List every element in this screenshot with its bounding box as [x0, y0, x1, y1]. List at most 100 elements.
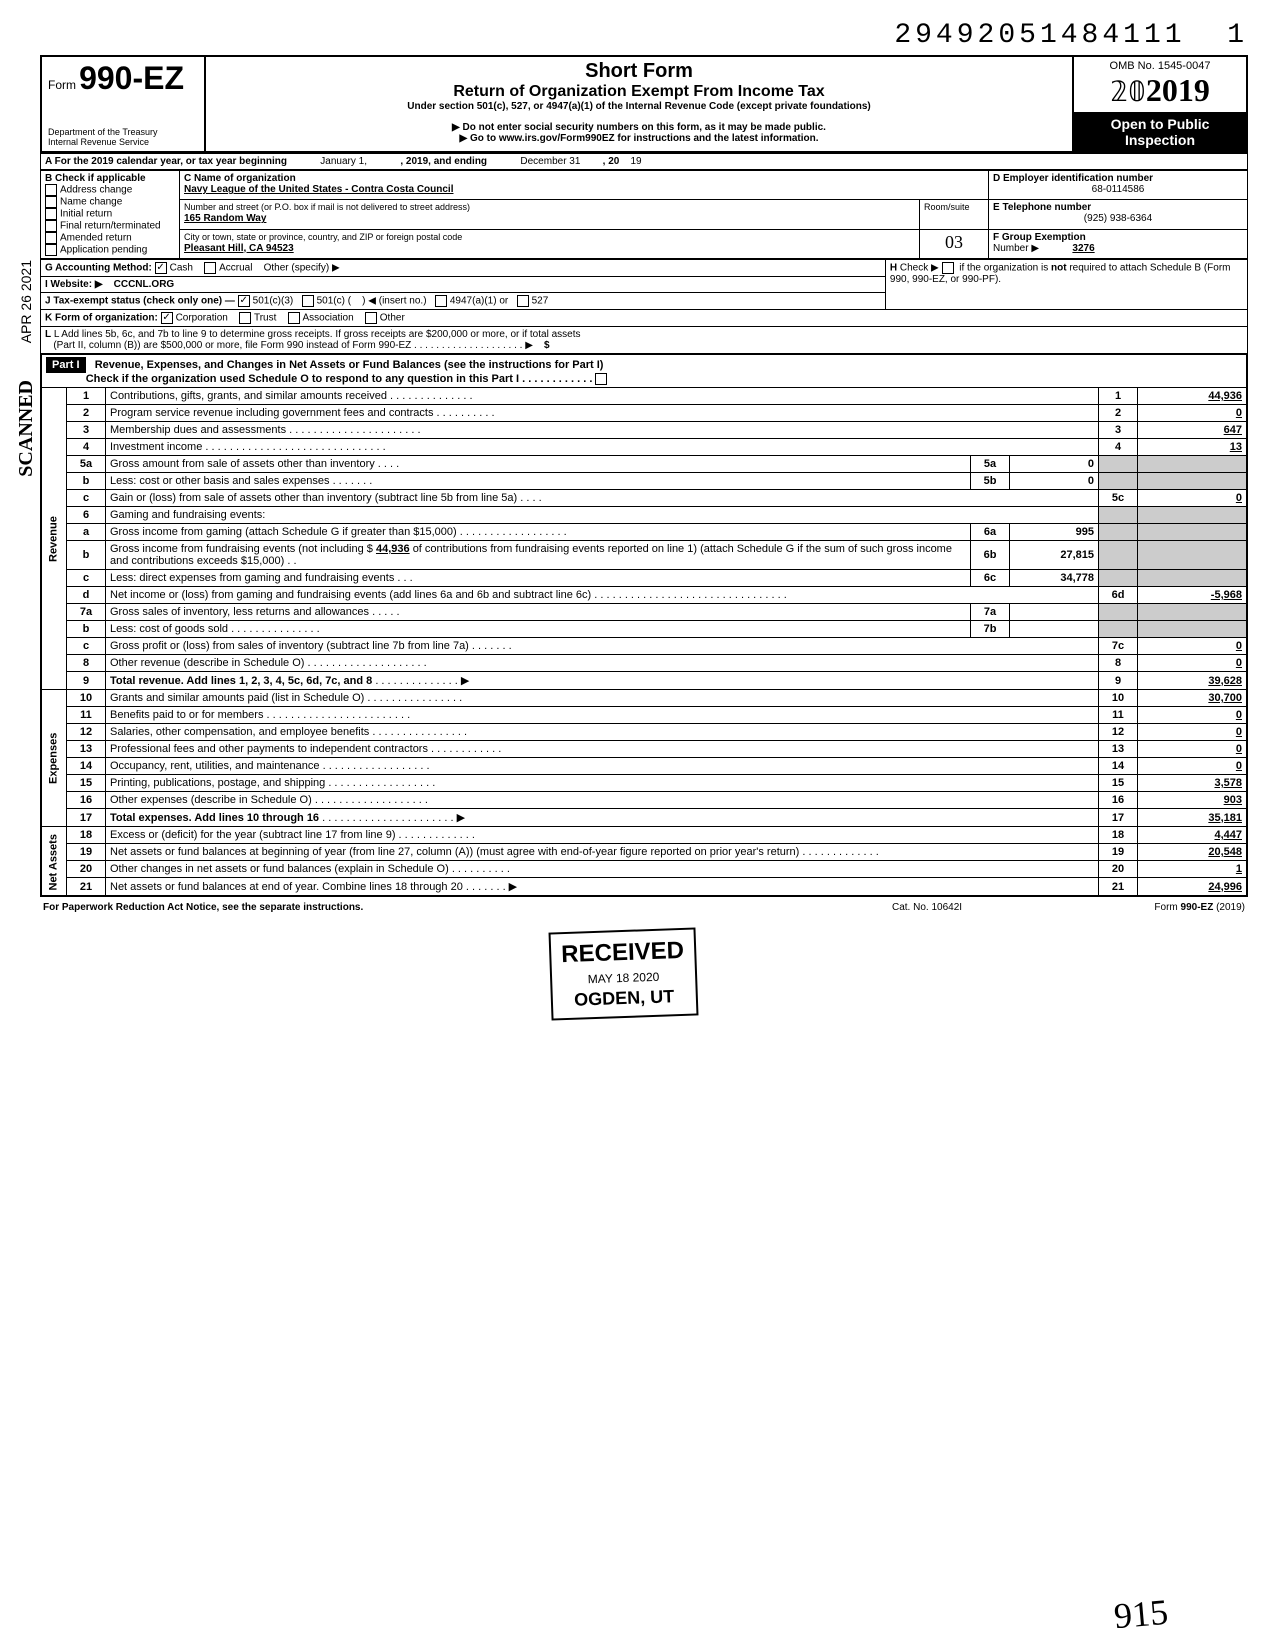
- open-to-public: Open to Public Inspection: [1073, 113, 1247, 153]
- box-d-label: D Employer identification number: [993, 173, 1153, 184]
- line-21-value: 24,996: [1138, 878, 1248, 897]
- line-1-no-r: 1: [1099, 388, 1138, 405]
- line-6-desc: Gaming and fundraising events:: [106, 507, 1099, 524]
- label-name-change: Name change: [60, 197, 122, 208]
- form-number: 990-EZ: [79, 60, 184, 96]
- line-a-row: A For the 2019 calendar year, or tax yea…: [40, 153, 1248, 170]
- checkbox-501c[interactable]: [302, 295, 314, 307]
- checkbox-527[interactable]: [517, 295, 529, 307]
- website-value: CCCNL.ORG: [114, 279, 175, 290]
- line-10-desc: Grants and similar amounts paid (list in…: [110, 692, 364, 704]
- label-501c: 501(c) (: [317, 296, 351, 307]
- label-other-org: Other: [380, 313, 405, 324]
- line-7c-desc: Gross profit or (loss) from sales of inv…: [110, 640, 469, 652]
- form-header: Form 990-EZ Department of the Treasury I…: [40, 55, 1248, 153]
- line-8-desc: Other revenue (describe in Schedule O): [110, 657, 304, 669]
- line-8-value: 0: [1138, 655, 1248, 672]
- line-17-desc: Total expenses. Add lines 10 through 16: [110, 812, 319, 824]
- line-15-desc: Printing, publications, postage, and shi…: [110, 777, 325, 789]
- checkbox-assoc[interactable]: [288, 312, 300, 324]
- label-pending: Application pending: [60, 245, 147, 256]
- footer-row: For Paperwork Reduction Act Notice, see …: [40, 899, 1248, 916]
- box-f-label2: Number ▶: [993, 243, 1039, 254]
- line-7a-desc: Gross sales of inventory, less returns a…: [110, 606, 369, 618]
- label-other-method: Other (specify) ▶: [264, 263, 340, 274]
- line-a-yr: 19: [630, 156, 641, 167]
- label-final-return: Final return/terminated: [60, 221, 161, 232]
- line-9-desc: Total revenue. Add lines 1, 2, 3, 4, 5c,…: [110, 675, 372, 687]
- dept-irs: Internal Revenue Service: [48, 137, 198, 147]
- line-1-value: 44,936: [1138, 388, 1248, 405]
- line-l-text2: (Part II, column (B)) are $500,000 or mo…: [53, 340, 411, 351]
- line-a-start: January 1,: [320, 156, 367, 167]
- checkbox-501c3[interactable]: ✓: [238, 295, 250, 307]
- checkbox-pending[interactable]: [45, 244, 57, 256]
- checkbox-name-change[interactable]: [45, 196, 57, 208]
- line-k-label: K Form of organization:: [45, 313, 158, 324]
- line-19-desc: Net assets or fund balances at beginning…: [110, 846, 799, 858]
- line-10-value: 30,700: [1138, 690, 1248, 707]
- line-g-label: G Accounting Method:: [45, 263, 152, 274]
- label-cash: Cash: [170, 263, 193, 274]
- label-corp: Corporation: [176, 313, 228, 324]
- line-6b-value: 27,815: [1010, 541, 1099, 570]
- city-value: Pleasant Hill, CA 94523: [184, 243, 294, 254]
- line-h: H Check ▶ if the organization is not req…: [885, 260, 1247, 310]
- line-2-value: 0: [1138, 405, 1248, 422]
- line-4-desc: Investment income: [110, 441, 202, 453]
- group-exemption-value: 3276: [1072, 243, 1094, 254]
- line-j-label: J Tax-exempt status (check only one) —: [45, 296, 235, 307]
- line-5a-desc: Gross amount from sale of assets other t…: [110, 458, 375, 470]
- checkbox-accrual[interactable]: [204, 262, 216, 274]
- line-12-value: 0: [1138, 724, 1248, 741]
- addr-label: Number and street (or P.O. box if mail i…: [184, 202, 470, 212]
- checkbox-amended[interactable]: [45, 232, 57, 244]
- line-20-value: 1: [1138, 861, 1248, 878]
- expenses-section-label: Expenses: [41, 690, 67, 827]
- checkbox-schedule-b[interactable]: [942, 262, 954, 274]
- line-5c-value: 0: [1138, 490, 1248, 507]
- line-7c-value: 0: [1138, 638, 1248, 655]
- checkbox-address-change[interactable]: [45, 184, 57, 196]
- checkbox-4947[interactable]: [435, 295, 447, 307]
- line-6a-value: 995: [1010, 524, 1099, 541]
- lines-g-to-l: G Accounting Method: ✓Cash Accrual Other…: [40, 259, 1248, 354]
- checkbox-schedule-o[interactable]: [595, 373, 607, 385]
- line-5b-desc: Less: cost or other basis and sales expe…: [110, 475, 330, 487]
- part-i-table: Part I Revenue, Expenses, and Changes in…: [40, 354, 1248, 897]
- label-amended: Amended return: [60, 233, 132, 244]
- line-2-desc: Program service revenue including govern…: [110, 407, 433, 419]
- checkbox-initial-return[interactable]: [45, 208, 57, 220]
- line-4-value: 13: [1138, 439, 1248, 456]
- signature: 915: [1112, 1591, 1169, 1638]
- part-i-check: Check if the organization used Schedule …: [86, 373, 519, 385]
- checkbox-trust[interactable]: [239, 312, 251, 324]
- line-16-value: 903: [1138, 792, 1248, 809]
- form-goto: ▶ Go to www.irs.gov/Form990EZ for instru…: [212, 133, 1066, 144]
- checkbox-other-org[interactable]: [365, 312, 377, 324]
- scanned-stamp: SCANNED: [15, 380, 38, 477]
- line-6d-desc: Net income or (loss) from gaming and fun…: [110, 589, 591, 601]
- checkbox-final-return[interactable]: [45, 220, 57, 232]
- line-11-desc: Benefits paid to or for members: [110, 709, 263, 721]
- checkbox-corp[interactable]: ✓: [161, 312, 173, 324]
- netassets-section-label: Net Assets: [41, 827, 67, 897]
- received-stamp: RECEIVED MAY 18 2020 OGDEN, UT: [549, 927, 699, 1020]
- part-i-label: Part I: [46, 357, 86, 373]
- box-e-label: E Telephone number: [993, 202, 1091, 213]
- line-13-value: 0: [1138, 741, 1248, 758]
- form-title: Short Form: [212, 60, 1066, 83]
- label-501c3: 501(c)(3): [253, 296, 294, 307]
- line-5c-desc: Gain or (loss) from sale of assets other…: [110, 492, 517, 504]
- label-initial-return: Initial return: [60, 209, 112, 220]
- line-1-desc: Contributions, gifts, grants, and simila…: [110, 390, 387, 402]
- line-18-desc: Excess or (deficit) for the year (subtra…: [110, 829, 396, 841]
- line-14-value: 0: [1138, 758, 1248, 775]
- footer-right-post: (2019): [1213, 902, 1245, 913]
- doc-number-value: 29492051484111: [894, 20, 1185, 51]
- footer-right-pre: Form: [1154, 902, 1180, 913]
- addr-value: 165 Random Way: [184, 213, 266, 224]
- line-6c-desc: Less: direct expenses from gaming and fu…: [110, 572, 394, 584]
- checkbox-cash[interactable]: ✓: [155, 262, 167, 274]
- line-11-value: 0: [1138, 707, 1248, 724]
